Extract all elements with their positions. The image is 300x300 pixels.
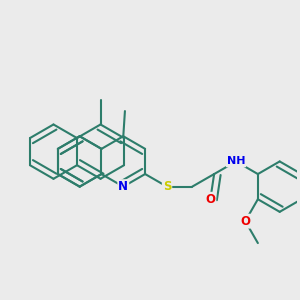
- Text: O: O: [240, 215, 250, 228]
- Text: O: O: [206, 193, 215, 206]
- Text: N: N: [118, 180, 128, 193]
- Text: S: S: [163, 180, 171, 193]
- Text: NH: NH: [227, 157, 245, 166]
